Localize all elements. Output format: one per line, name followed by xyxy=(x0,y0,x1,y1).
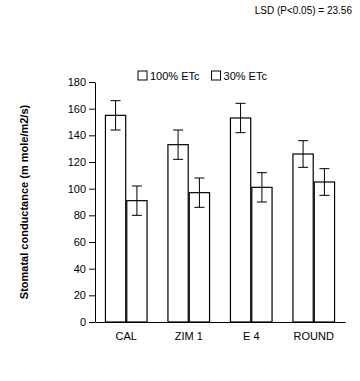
error-cap xyxy=(132,186,142,187)
error-cap xyxy=(298,167,308,168)
error-cap xyxy=(173,159,183,160)
y-tick-mark xyxy=(89,189,95,190)
y-tick-label: 60 xyxy=(74,236,86,248)
error-bar xyxy=(111,101,121,130)
error-cap xyxy=(298,140,308,141)
x-tick-label: E 4 xyxy=(243,330,260,342)
error-line xyxy=(178,130,179,159)
error-cap xyxy=(194,178,204,179)
y-tick: 80 xyxy=(74,209,95,221)
y-tick: 160 xyxy=(68,103,95,115)
error-cap xyxy=(173,130,183,131)
x-tick: ZIM 1 xyxy=(175,322,203,342)
legend: 100% ETc 30% ETc xyxy=(138,70,267,82)
error-line xyxy=(324,169,325,196)
chart: 0 20 40 60 80 100 120 140 160 180 CAL ZIM 1 E 4 ROUND… xyxy=(0,0,360,381)
error-cap xyxy=(319,195,329,196)
plot: 0 20 40 60 80 100 120 140 160 180 CAL ZIM 1 E 4 ROUND xyxy=(68,76,346,342)
annotation: LSD (P<0.05) = 23.56 xyxy=(255,5,353,16)
x-axis-line xyxy=(96,322,346,323)
y-tick: 60 xyxy=(74,236,95,248)
bar xyxy=(127,201,147,322)
y-tick-label: 80 xyxy=(74,209,86,221)
error-bar xyxy=(194,178,204,207)
bar xyxy=(105,115,125,322)
y-tick-label: 140 xyxy=(68,129,86,141)
y-tick-label: 20 xyxy=(74,289,86,301)
y-tick-mark xyxy=(89,295,95,296)
legend-item: 100% ETc xyxy=(138,70,200,82)
y-tick-mark xyxy=(89,82,95,83)
error-cap xyxy=(257,172,267,173)
error-cap xyxy=(236,103,246,104)
y-tick: 20 xyxy=(74,289,95,301)
error-cap xyxy=(194,207,204,208)
error-bar xyxy=(257,173,267,202)
y-tick-mark xyxy=(89,109,95,110)
y-axis: 0 20 40 60 80 100 120 140 160 180 xyxy=(68,76,96,328)
bar xyxy=(314,182,334,322)
bar xyxy=(189,193,209,322)
y-tick-mark xyxy=(89,135,95,136)
bar xyxy=(168,145,188,322)
error-line xyxy=(303,141,304,168)
y-axis-line xyxy=(95,83,96,323)
error-line xyxy=(199,178,200,207)
y-tick: 40 xyxy=(74,263,95,275)
error-bar xyxy=(132,186,142,215)
bar xyxy=(252,187,272,322)
bars xyxy=(105,101,334,322)
x-axis: CAL ZIM 1 E 4 ROUND xyxy=(96,322,346,342)
y-axis-title: Stomatal conductance (m mole/m2/s) xyxy=(18,104,30,299)
error-bar xyxy=(236,103,246,132)
y-tick-mark xyxy=(89,242,95,243)
y-tick: 140 xyxy=(68,129,95,141)
error-bar xyxy=(173,130,183,159)
y-tick-mark xyxy=(89,162,95,163)
y-tick: 0 xyxy=(80,316,95,328)
y-tick-mark xyxy=(89,269,95,270)
error-line xyxy=(240,103,241,132)
legend-item: 30% ETc xyxy=(212,70,268,82)
x-tick: CAL xyxy=(116,322,137,342)
error-cap xyxy=(132,215,142,216)
bar xyxy=(230,118,250,322)
y-tick-mark xyxy=(89,322,95,323)
legend-label: 100% ETc xyxy=(150,70,200,82)
y-tick-label: 0 xyxy=(80,316,86,328)
error-line xyxy=(136,186,137,215)
error-bar xyxy=(319,169,329,196)
legend-label: 30% ETc xyxy=(224,70,268,82)
y-tick-mark xyxy=(89,215,95,216)
x-tick: E 4 xyxy=(243,322,260,342)
y-tick-label: 180 xyxy=(68,76,86,88)
legend-swatch xyxy=(212,71,221,80)
error-cap xyxy=(236,132,246,133)
y-tick-label: 40 xyxy=(74,263,86,275)
error-cap xyxy=(111,130,121,131)
error-cap xyxy=(319,168,329,169)
y-tick: 100 xyxy=(68,183,95,195)
bar xyxy=(293,154,313,322)
y-tick: 180 xyxy=(68,76,95,88)
y-tick: 120 xyxy=(68,156,95,168)
x-tick: ROUND xyxy=(294,322,334,342)
error-cap xyxy=(111,100,121,101)
error-line xyxy=(261,173,262,202)
x-tick-label: CAL xyxy=(116,330,137,342)
x-tick-label: ROUND xyxy=(294,330,334,342)
legend-swatch xyxy=(138,71,147,80)
x-tick-label: ZIM 1 xyxy=(175,330,203,342)
error-cap xyxy=(257,202,267,203)
error-bar xyxy=(298,141,308,168)
y-tick-label: 120 xyxy=(68,156,86,168)
y-tick-label: 160 xyxy=(68,103,86,115)
error-line xyxy=(115,101,116,130)
y-tick-label: 100 xyxy=(68,183,86,195)
